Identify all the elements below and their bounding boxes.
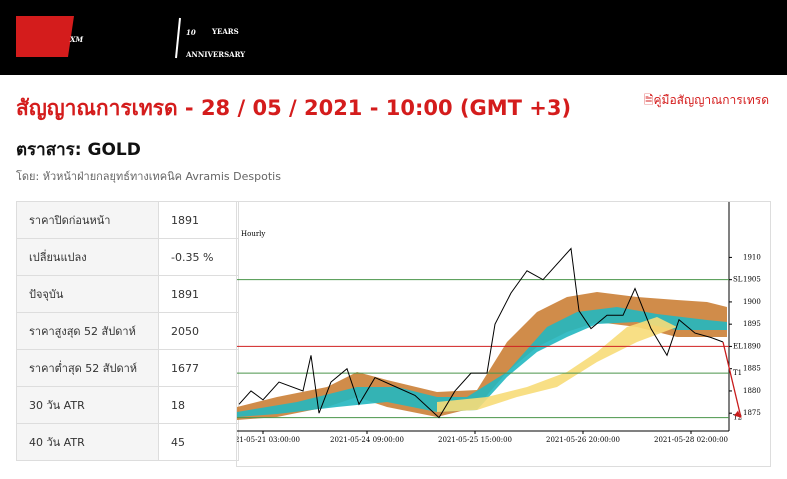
logo-text: XM <box>69 35 83 44</box>
table-row: 30 วัน ATR 18 <box>16 386 239 424</box>
price-line <box>238 247 724 419</box>
table-row: เปลี่ยนแปลง -0.35 % <box>16 238 239 276</box>
row-value: 18 <box>158 386 239 424</box>
table-row: 40 วัน ATR 45 <box>16 423 239 461</box>
x-tick-label: 2021-05-24 09:00:00 <box>330 436 404 444</box>
table-row: ราคาสูงสุด 52 สัปดาห์ 2050 <box>16 312 239 350</box>
row-label: ราคาสูงสุด 52 สัปดาห์ <box>16 312 159 350</box>
level-label: T1 <box>733 369 742 377</box>
years-number: 10 <box>186 28 196 37</box>
row-value: -0.35 % <box>158 238 239 276</box>
chart-title: Hourly <box>241 230 265 238</box>
band <box>237 307 727 417</box>
pdf-icon: 🗎 <box>643 93 654 107</box>
arrow-head <box>734 410 741 418</box>
projection-arrow <box>722 341 742 418</box>
header: XM 10 YEARS ANNIVERSARY <box>0 0 787 75</box>
y-tick-label: 1880 <box>743 387 761 395</box>
guide-link[interactable]: 🗎คู่มือสัญญาณการเทรด <box>644 91 769 112</box>
row-label: ราคาปิดก่อนหน้า <box>16 201 159 239</box>
x-tick-label: 2021-05-25 15:00:00 <box>438 436 512 444</box>
years-word: YEARS <box>211 27 239 36</box>
row-value: 2050 <box>158 312 239 350</box>
row-label: 30 วัน ATR <box>16 386 159 424</box>
y-tick-label: 1910 <box>743 253 761 261</box>
y-tick-label: 1890 <box>743 342 761 350</box>
instrument: ตราสาร: GOLD <box>16 140 141 160</box>
level-label: EL <box>733 342 743 350</box>
x-tick-label: 2021-05-21 03:00:00 <box>237 436 300 444</box>
row-value: 1677 <box>158 349 239 387</box>
y-tick-label: 1875 <box>743 409 761 417</box>
table-row: ราคาปิดก่อนหน้า 1891 <box>16 201 239 239</box>
x-tick-label: 2021-05-28 02:00:00 <box>654 436 728 444</box>
page-title: สัญญาณการเทรด - 28 / 05 / 2021 - 10:00 (… <box>16 96 572 120</box>
row-label: 40 วัน ATR <box>16 423 159 461</box>
row-value: 1891 <box>158 275 239 313</box>
anniversary: ANNIVERSARY <box>185 50 246 59</box>
guide-text[interactable]: คู่มือสัญญาณการเทรด <box>653 93 770 107</box>
stats-table: ราคาปิดก่อนหน้า 1891 เปลี่ยนแปลง -0.35 % ปัจ… <box>16 201 239 461</box>
band <box>437 317 677 412</box>
x-tick-label: 2021-05-26 20:00:00 <box>546 436 620 444</box>
divider <box>175 17 181 59</box>
author: โดย: หัวหน้าฝ่ายกลยุทธ์ทางเทคนิค Avramis… <box>16 170 281 183</box>
y-tick-label: 1885 <box>743 365 761 373</box>
y-tick-label: 1895 <box>743 320 761 328</box>
row-label: ราคาต่ำสุด 52 สัปดาห์ <box>16 349 159 387</box>
logo: XM 10 YEARS ANNIVERSARY <box>16 16 246 59</box>
logo-mark <box>16 16 74 57</box>
level-label: T2 <box>733 414 742 422</box>
level-label: SL <box>733 276 743 284</box>
row-value: 45 <box>158 423 239 461</box>
row-label: เปลี่ยนแปลง <box>16 238 159 276</box>
chart-box: Hourly SL EL T1 T2 1875 1880 1885 1890 1895 1900 19… <box>226 201 771 467</box>
y-tick-label: 1905 <box>743 276 761 284</box>
table-row: ปัจจุบัน 1891 <box>16 275 239 313</box>
row-value: 1891 <box>158 201 239 239</box>
y-tick-label: 1900 <box>743 298 761 306</box>
row-label: ปัจจุบัน <box>16 275 159 313</box>
table-row: ราคาต่ำสุด 52 สัปดาห์ 1677 <box>16 349 239 387</box>
